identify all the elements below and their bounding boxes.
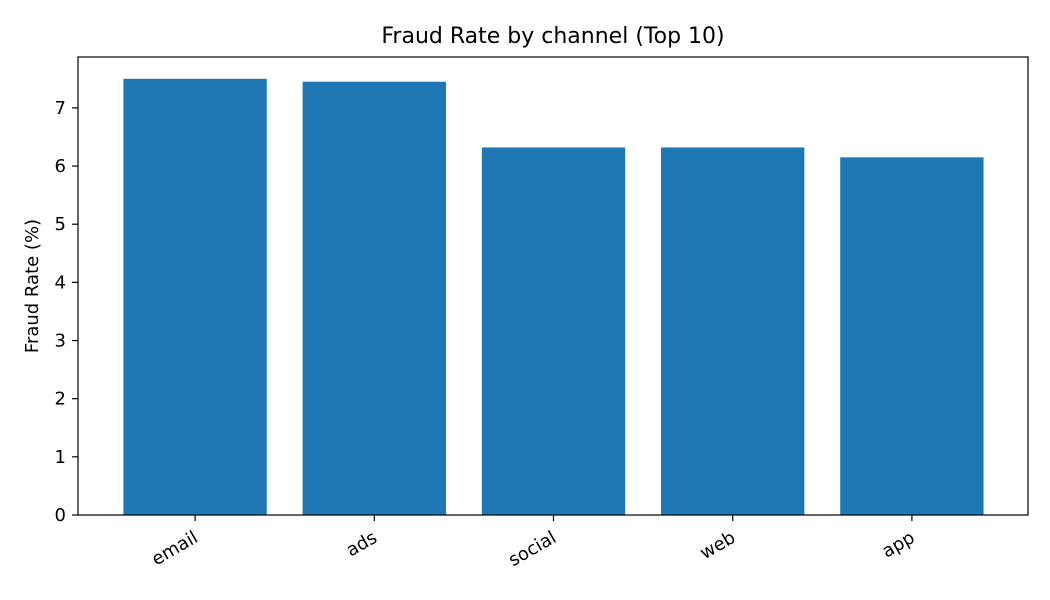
- x-axis-ticks: email ads social web app: [148, 515, 918, 571]
- chart-title: Fraud Rate by channel (Top 10): [381, 24, 724, 49]
- x-tick-label: app: [879, 527, 919, 562]
- bar-web: [661, 147, 805, 515]
- y-axis-ticks: 0 1 2 3 4 5 6 7: [55, 98, 78, 526]
- y-tick-label: 6: [55, 156, 66, 177]
- y-axis-label: Fraud Rate (%): [22, 219, 43, 353]
- bars-group: [123, 78, 984, 515]
- y-tick-label: 2: [55, 389, 66, 410]
- x-tick-label: web: [696, 527, 739, 564]
- x-tick-label: ads: [343, 527, 381, 561]
- bar-ads: [302, 81, 446, 515]
- y-tick-label: 0: [55, 505, 66, 526]
- x-tick-label: social: [505, 527, 560, 571]
- y-tick-label: 1: [55, 447, 66, 468]
- x-tick-label: email: [148, 527, 201, 570]
- plot-frame: [77, 56, 1029, 516]
- y-tick-label: 4: [55, 272, 66, 293]
- bar-app: [840, 157, 984, 515]
- bar-social: [481, 147, 626, 515]
- y-tick-label: 7: [55, 98, 66, 119]
- bar-email: [123, 78, 267, 515]
- y-tick-label: 3: [55, 331, 66, 352]
- y-tick-label: 5: [55, 214, 66, 235]
